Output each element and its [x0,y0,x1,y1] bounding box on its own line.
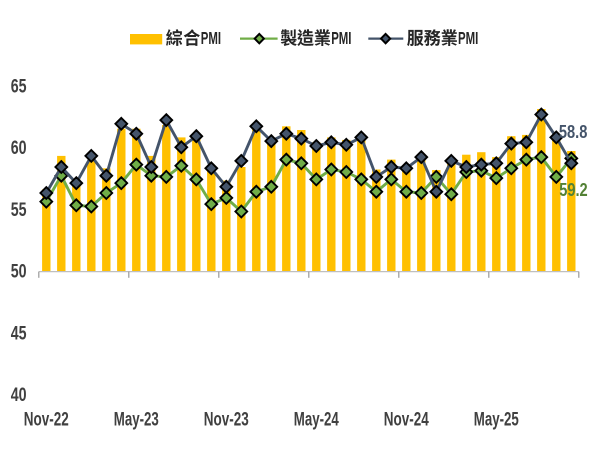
svg-text:55: 55 [11,200,27,221]
svg-text:60: 60 [11,138,27,159]
svg-text:50: 50 [11,262,27,283]
svg-text:May-23: May-23 [114,410,159,431]
svg-text:May-25: May-25 [474,410,519,431]
svg-text:Nov-24: Nov-24 [384,410,429,431]
svg-text:May-24: May-24 [294,410,339,431]
svg-text:Nov-23: Nov-23 [204,410,249,431]
svg-text:65: 65 [11,76,27,97]
svg-text:PMI: PMI [458,28,478,48]
svg-text:58.8: 58.8 [559,121,588,142]
svg-text:59.2: 59.2 [559,179,588,200]
svg-text:Nov-22: Nov-22 [24,410,69,431]
svg-text:PMI: PMI [331,28,351,48]
svg-text:45: 45 [11,323,27,344]
svg-text:40: 40 [11,385,27,406]
svg-text:PMI: PMI [201,28,221,48]
